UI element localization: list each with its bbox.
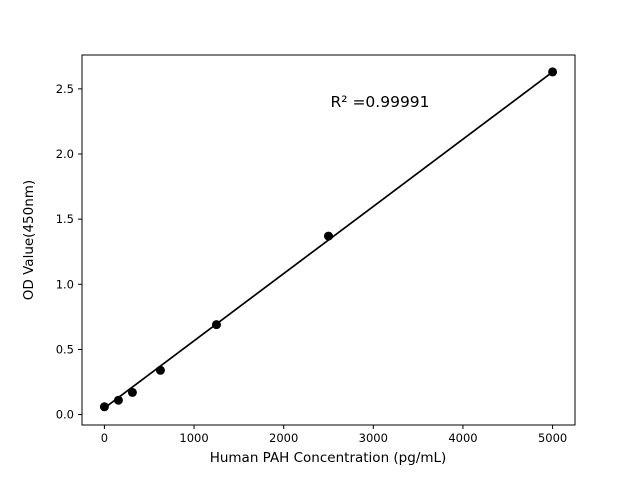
y-axis-label: OD Value(450nm) — [21, 179, 37, 301]
data-point — [155, 365, 165, 375]
plot-border — [81, 54, 576, 426]
x-tick-label: 1000 — [179, 431, 208, 445]
x-tick-label: 0 — [101, 431, 108, 445]
x-tick-label: 5000 — [538, 431, 567, 445]
x-tick-label: 3000 — [359, 431, 388, 445]
r-squared-annotation: R² =0.99991 — [330, 92, 430, 111]
x-tick-label: 4000 — [448, 431, 477, 445]
data-point — [548, 67, 558, 77]
data-point — [113, 395, 123, 405]
y-tick-label: 2.0 — [56, 147, 74, 161]
data-point — [127, 387, 137, 397]
data-point — [99, 402, 109, 412]
data-point — [324, 231, 333, 241]
x-tick-label: 2000 — [269, 431, 298, 445]
data-point — [211, 320, 221, 330]
y-tick-label: 0.0 — [56, 408, 74, 422]
x-axis-label: Human PAH Concentration (pg/mL) — [209, 450, 447, 466]
y-tick-label: 1.5 — [56, 212, 74, 226]
y-tick-label: 0.5 — [56, 342, 74, 356]
y-tick-label: 1.0 — [56, 277, 74, 291]
y-tick-label: 2.5 — [56, 82, 74, 96]
